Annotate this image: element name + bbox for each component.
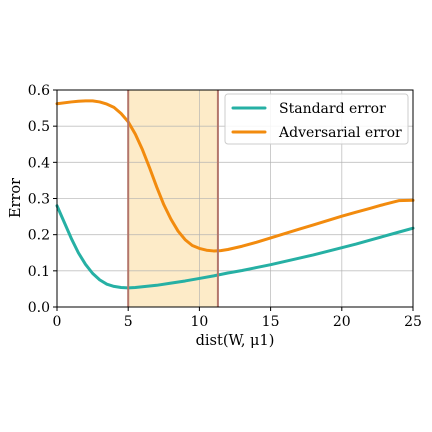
x-axis-label: dist(W, μ1) <box>196 333 275 349</box>
x-tick-label: 25 <box>404 314 422 330</box>
x-tick-label: 15 <box>262 314 280 330</box>
tick-layer: 0 5 10 15 20 25 0.0 0.1 0.2 0.3 0.4 0.5 0.6 <box>28 83 422 330</box>
y-tick-label: 0.5 <box>28 119 50 135</box>
x-tick-label: 10 <box>190 314 208 330</box>
y-tick-label: 0.6 <box>28 83 50 99</box>
x-tick-label: 5 <box>124 314 133 330</box>
series-layer <box>55 99 415 290</box>
series-line-adversarial-error <box>55 99 415 253</box>
series-line-standard-error <box>55 204 415 290</box>
legend: Standard error Adversarial error <box>224 93 409 145</box>
legend-label-standard-error: Standard error <box>279 101 386 117</box>
y-tick-label: 0.0 <box>28 300 50 316</box>
y-tick-label: 0.3 <box>28 192 50 208</box>
y-axis-label: Error <box>8 178 24 218</box>
x-tick-label: 0 <box>53 314 62 330</box>
y-tick-label: 0.1 <box>28 264 50 280</box>
region-boundary-layer <box>127 90 219 307</box>
x-tick-label: 20 <box>333 314 351 330</box>
legend-box <box>224 93 409 145</box>
y-tick-label: 0.4 <box>28 155 50 171</box>
legend-label-adversarial-error: Adversarial error <box>278 125 402 141</box>
y-tick-label: 0.2 <box>28 228 50 244</box>
